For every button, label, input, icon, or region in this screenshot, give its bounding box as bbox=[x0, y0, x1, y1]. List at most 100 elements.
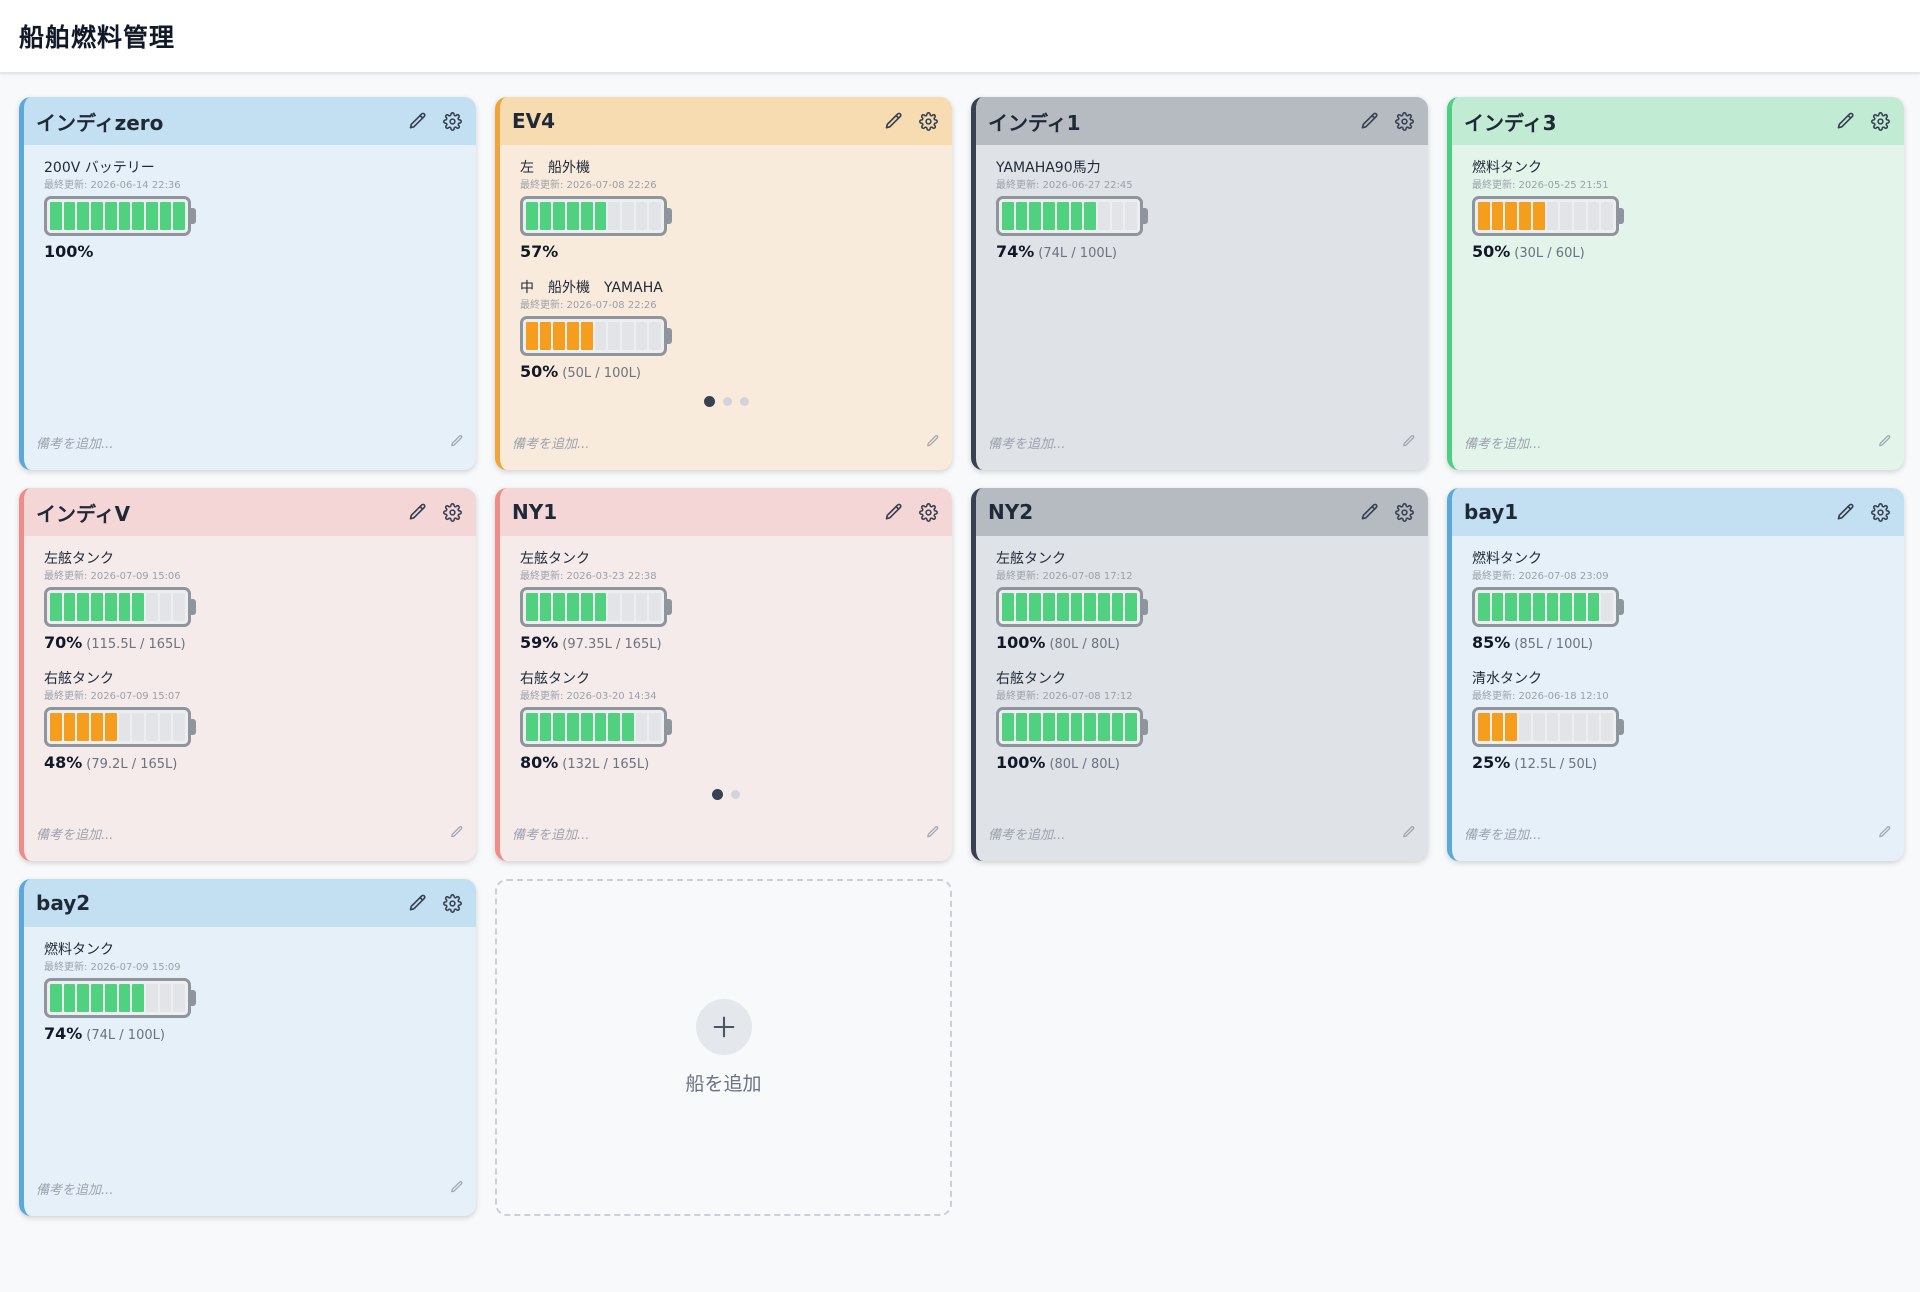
battery-segment bbox=[594, 202, 607, 230]
pencil-icon[interactable] bbox=[882, 109, 906, 133]
battery-segment bbox=[173, 984, 186, 1012]
gear-icon[interactable] bbox=[440, 891, 464, 915]
pencil-icon[interactable] bbox=[406, 500, 430, 524]
pencil-icon[interactable] bbox=[406, 109, 430, 133]
pager-dot[interactable] bbox=[739, 397, 749, 406]
boat-card: bay2 燃料タンク 最終更新: 2026-07-09 15:09 74% (74… bbox=[19, 879, 476, 1216]
gear-icon[interactable] bbox=[440, 500, 464, 524]
pager-dot[interactable] bbox=[731, 790, 740, 799]
note-row[interactable]: 備考を追加... bbox=[988, 433, 1416, 452]
boat-card: NY2 左舷タンク 最終更新: 2026-07-08 17:12 100% (80… bbox=[971, 488, 1428, 861]
gear-icon[interactable] bbox=[1868, 109, 1892, 133]
note-placeholder: 備考を追加... bbox=[512, 437, 590, 452]
battery-segment bbox=[580, 202, 593, 230]
pencil-icon[interactable] bbox=[1834, 109, 1858, 133]
pencil-icon[interactable] bbox=[926, 824, 940, 843]
tank-capacity: (50L / 100L) bbox=[562, 366, 641, 381]
tank-level: 100% bbox=[44, 241, 456, 265]
battery-segment bbox=[526, 593, 538, 621]
battery-segment bbox=[1111, 713, 1124, 741]
battery-segment bbox=[1056, 713, 1069, 741]
battery-segment bbox=[77, 202, 90, 230]
pencil-icon[interactable] bbox=[1834, 500, 1858, 524]
note-row[interactable]: 備考を追加... bbox=[36, 824, 464, 843]
battery-segment bbox=[1587, 593, 1600, 621]
gear-icon[interactable] bbox=[1392, 109, 1416, 133]
battery-segment bbox=[1491, 593, 1504, 621]
tank-name: 200V バッテリー bbox=[44, 160, 155, 176]
tank-updated: 最終更新: 2026-07-08 23:09 bbox=[1472, 571, 1609, 582]
battery-segment bbox=[159, 593, 172, 621]
battery-segment bbox=[526, 202, 538, 230]
note-row[interactable]: 備考を追加... bbox=[988, 824, 1416, 843]
note-row[interactable]: 備考を追加... bbox=[36, 1179, 464, 1198]
battery-segment bbox=[1505, 593, 1518, 621]
battery-segment bbox=[1125, 593, 1138, 621]
pencil-icon[interactable] bbox=[450, 824, 464, 843]
pencil-icon[interactable] bbox=[926, 433, 940, 452]
pencil-icon[interactable] bbox=[882, 500, 906, 524]
gear-icon[interactable] bbox=[440, 109, 464, 133]
battery-segment bbox=[173, 202, 186, 230]
card-header: インディ3 bbox=[1452, 97, 1904, 145]
gear-icon[interactable] bbox=[916, 500, 940, 524]
tank-level: 100% (80L / 80L) bbox=[996, 752, 1408, 776]
battery-segment bbox=[63, 713, 76, 741]
battery-segment bbox=[50, 984, 62, 1012]
battery-segment bbox=[649, 202, 662, 230]
tank-updated: 最終更新: 2026-06-27 22:45 bbox=[996, 180, 1133, 191]
tank-item: 清水タンク 最終更新: 2026-06-18 12:10 25% (12.5L /… bbox=[1472, 670, 1884, 776]
pager-dot[interactable] bbox=[703, 396, 715, 407]
pencil-icon[interactable] bbox=[1358, 109, 1382, 133]
pencil-icon[interactable] bbox=[1358, 500, 1382, 524]
pencil-icon[interactable] bbox=[1402, 433, 1416, 452]
pencil-icon[interactable] bbox=[450, 433, 464, 452]
pager-dot[interactable] bbox=[722, 397, 732, 406]
note-row[interactable]: 備考を追加... bbox=[1464, 824, 1892, 843]
tank-name: 右舷タンク bbox=[44, 671, 114, 687]
tank-updated: 最終更新: 2026-07-08 22:26 bbox=[520, 300, 657, 311]
boat-card: bay1 燃料タンク 最終更新: 2026-07-08 23:09 85% (85… bbox=[1447, 488, 1904, 861]
add-boat-button[interactable]: 船を追加 bbox=[495, 879, 952, 1216]
pager-dots bbox=[500, 789, 952, 800]
battery-segment bbox=[77, 984, 90, 1012]
tank-percent: 74% bbox=[44, 1024, 83, 1043]
pager-dot[interactable] bbox=[712, 789, 723, 800]
battery-segment bbox=[553, 713, 566, 741]
tank-name: 燃料タンク bbox=[1472, 160, 1542, 176]
tank-level: 70% (115.5L / 165L) bbox=[44, 632, 456, 656]
battery-segment bbox=[1505, 202, 1518, 230]
boat-card: EV4 左 船外機 最終更新: 2026-07-08 22:26 57% 中 船… bbox=[495, 97, 952, 470]
pencil-icon[interactable] bbox=[1878, 824, 1892, 843]
note-row[interactable]: 備考を追加... bbox=[36, 433, 464, 452]
tank-list: 燃料タンク 最終更新: 2026-05-25 21:51 50% (30L / 6… bbox=[1452, 145, 1904, 265]
note-row[interactable]: 備考を追加... bbox=[512, 433, 940, 452]
battery-gauge bbox=[1472, 707, 1624, 747]
tank-name: 清水タンク bbox=[1472, 671, 1542, 687]
gear-icon[interactable] bbox=[916, 109, 940, 133]
battery-segment bbox=[118, 984, 131, 1012]
boat-name: bay1 bbox=[1464, 500, 1519, 524]
battery-segment bbox=[1056, 202, 1069, 230]
battery-segment bbox=[104, 984, 117, 1012]
pencil-icon[interactable] bbox=[1878, 433, 1892, 452]
tank-name: 左舷タンク bbox=[44, 551, 114, 567]
gear-icon[interactable] bbox=[1392, 500, 1416, 524]
pencil-icon[interactable] bbox=[1402, 824, 1416, 843]
note-row[interactable]: 備考を追加... bbox=[1464, 433, 1892, 452]
tank-list: 左舷タンク 最終更新: 2026-07-08 17:12 100% (80L / … bbox=[976, 536, 1428, 776]
tank-item: 左舷タンク 最終更新: 2026-07-09 15:06 70% (115.5L … bbox=[44, 550, 456, 656]
gear-icon[interactable] bbox=[1868, 500, 1892, 524]
pencil-icon[interactable] bbox=[406, 891, 430, 915]
pencil-icon[interactable] bbox=[450, 1179, 464, 1198]
battery-gauge bbox=[996, 707, 1148, 747]
battery-segment bbox=[118, 713, 131, 741]
tank-updated: 最終更新: 2026-06-18 12:10 bbox=[1472, 691, 1609, 702]
battery-shell bbox=[520, 707, 667, 747]
note-row[interactable]: 備考を追加... bbox=[512, 824, 940, 843]
battery-segment bbox=[1587, 202, 1600, 230]
pager-dots bbox=[500, 396, 952, 407]
battery-segment bbox=[1002, 202, 1014, 230]
boat-card: インディ3 燃料タンク 最終更新: 2026-05-25 21:51 50% (3… bbox=[1447, 97, 1904, 470]
tank-name: 燃料タンク bbox=[1472, 551, 1542, 567]
